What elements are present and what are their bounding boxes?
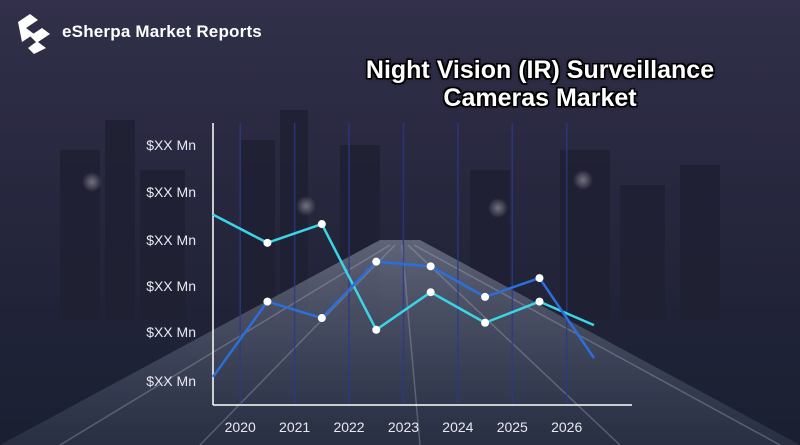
y-tick-label: $XX Mn xyxy=(146,137,196,153)
chart-title-line-2: Cameras Market xyxy=(443,84,637,112)
brand: eSherpa Market Reports xyxy=(8,8,262,56)
y-tick-label: $XX Mn xyxy=(146,278,196,294)
y-tick-label: $XX Mn xyxy=(146,232,196,248)
data-point xyxy=(535,274,544,283)
series-points xyxy=(263,220,544,334)
data-point xyxy=(317,314,326,323)
series-line-1 xyxy=(212,213,595,332)
data-point xyxy=(317,220,326,229)
x-tick-label: 2025 xyxy=(497,419,528,435)
y-tick-label: $XX Mn xyxy=(146,373,196,389)
series-lines xyxy=(211,213,595,378)
data-point xyxy=(372,325,381,334)
x-tick-label: 2020 xyxy=(225,419,256,435)
y-tick-labels: $XX Mn $XX Mn $XX Mn $XX Mn $XX Mn $XX Mn xyxy=(146,137,196,389)
data-point xyxy=(263,238,272,247)
axes xyxy=(212,123,632,406)
x-tick-label: 2023 xyxy=(388,419,419,435)
x-tick-label: 2024 xyxy=(442,419,473,435)
data-point xyxy=(372,257,381,266)
data-point xyxy=(481,292,490,301)
y-tick-label: $XX Mn xyxy=(146,324,196,340)
data-point xyxy=(481,318,490,327)
y-tick-label: $XX Mn xyxy=(146,184,196,200)
x-tick-label: 2022 xyxy=(333,419,364,435)
data-point xyxy=(426,288,435,297)
brand-name: eSherpa Market Reports xyxy=(62,22,262,41)
x-tick-labels: 2020 2021 2022 2023 2024 2025 2026 xyxy=(225,419,583,435)
chart-title-line-1: Night Vision (IR) Surveillance xyxy=(365,56,715,84)
grid-lines xyxy=(239,123,568,405)
x-tick-label: 2026 xyxy=(551,419,582,435)
data-point xyxy=(535,297,544,306)
data-point xyxy=(426,262,435,271)
chart-title: Night Vision (IR) Surveillance Cameras M… xyxy=(300,56,780,112)
data-point xyxy=(263,297,272,306)
esherpa-logo-icon xyxy=(18,14,50,54)
x-tick-label: 2021 xyxy=(279,419,310,435)
series-line-2 xyxy=(211,260,595,378)
